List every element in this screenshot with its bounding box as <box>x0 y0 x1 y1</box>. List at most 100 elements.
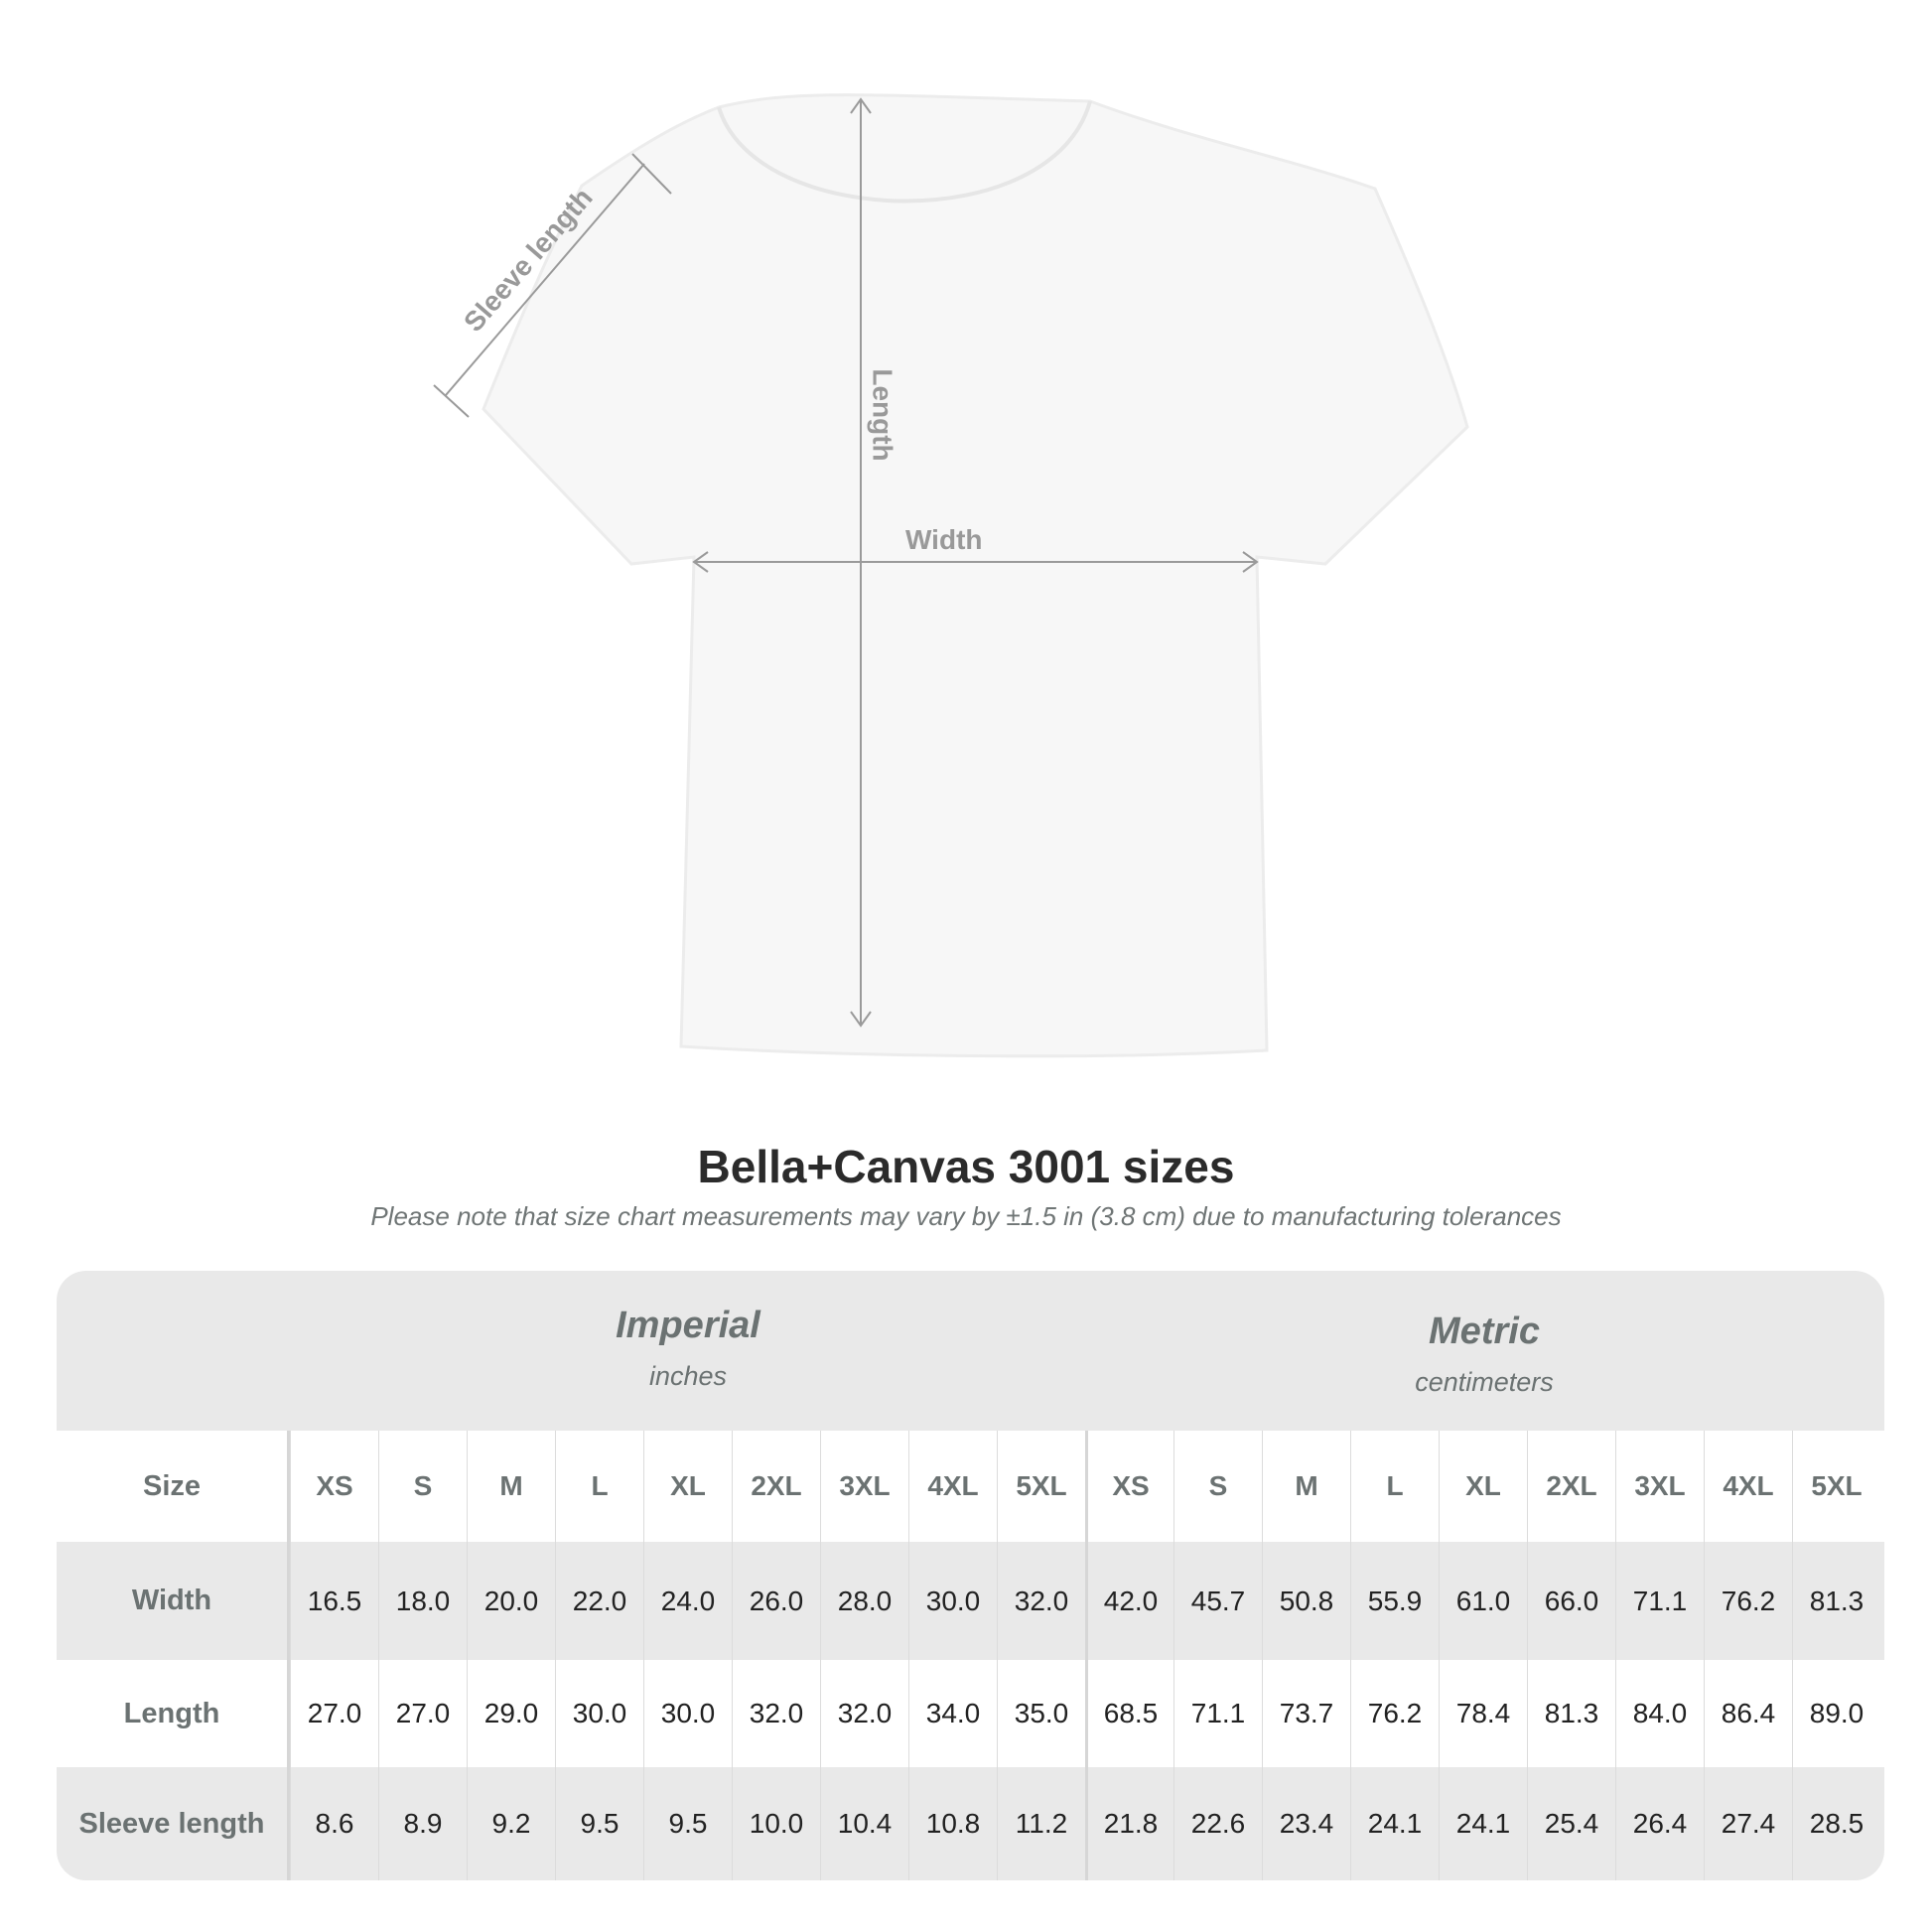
imperial-value: 10.4 <box>820 1767 908 1880</box>
imperial-value: 32.0 <box>997 1542 1085 1660</box>
metric-value: 73.7 <box>1262 1660 1350 1767</box>
metric-value: 25.4 <box>1527 1767 1615 1880</box>
metric-value: 76.2 <box>1350 1660 1439 1767</box>
size-table: Imperial inches Metric centimeters Size X… <box>57 1271 1884 1880</box>
metric-value: 84.0 <box>1615 1660 1704 1767</box>
metric-value: 86.4 <box>1704 1660 1792 1767</box>
metric-value: 78.4 <box>1439 1660 1527 1767</box>
imperial-value: 9.2 <box>467 1767 555 1880</box>
imperial-value: 35.0 <box>997 1660 1085 1767</box>
metric-value: 55.9 <box>1350 1542 1439 1660</box>
metric-size-xl: XL <box>1439 1431 1527 1542</box>
metric-header: Metric centimeters <box>1086 1311 1882 1398</box>
metric-value: 22.6 <box>1173 1767 1262 1880</box>
imperial-value: 9.5 <box>555 1767 643 1880</box>
metric-size-3xl: 3XL <box>1615 1431 1704 1542</box>
metric-size-s: S <box>1173 1431 1262 1542</box>
imperial-size-s: S <box>378 1431 467 1542</box>
imperial-unit: inches <box>648 1361 728 1391</box>
metric-size-4xl: 4XL <box>1704 1431 1792 1542</box>
metric-value: 71.1 <box>1173 1660 1262 1767</box>
imperial-size-5xl: 5XL <box>997 1431 1085 1542</box>
metric-value: 50.8 <box>1262 1542 1350 1660</box>
table-row-length: Length 27.0 27.0 29.0 30.0 30.0 32.0 32.0 34.0 35… <box>57 1660 1884 1767</box>
imperial-value: 30.0 <box>643 1660 732 1767</box>
metric-value: 21.8 <box>1085 1767 1173 1880</box>
row-label: Sleeve length <box>57 1767 290 1880</box>
imperial-value: 22.0 <box>555 1542 643 1660</box>
imperial-value: 24.0 <box>643 1542 732 1660</box>
metric-value: 45.7 <box>1173 1542 1262 1660</box>
metric-size-m: M <box>1262 1431 1350 1542</box>
imperial-value: 32.0 <box>820 1660 908 1767</box>
sleeve-arrow-tick-top <box>631 153 672 195</box>
metric-value: 89.0 <box>1792 1660 1880 1767</box>
metric-value: 28.5 <box>1792 1767 1880 1880</box>
metric-size-xs: XS <box>1085 1431 1173 1542</box>
metric-value: 71.1 <box>1615 1542 1704 1660</box>
imperial-size-2xl: 2XL <box>732 1431 820 1542</box>
imperial-value: 16.5 <box>290 1542 378 1660</box>
metric-unit: centimeters <box>1415 1367 1554 1397</box>
metric-size-l: L <box>1350 1431 1439 1542</box>
imperial-value: 34.0 <box>908 1660 997 1767</box>
imperial-size-4xl: 4XL <box>908 1431 997 1542</box>
sleeve-arrow-tick-bottom <box>433 384 470 418</box>
width-arrow-head-right <box>1242 551 1259 573</box>
imperial-title: Imperial <box>616 1305 760 1346</box>
imperial-value: 26.0 <box>732 1542 820 1660</box>
metric-value: 24.1 <box>1350 1767 1439 1880</box>
width-arrow-head-left <box>692 551 709 573</box>
page-title: Bella+Canvas 3001 sizes <box>697 1141 1235 1192</box>
imperial-value: 10.0 <box>732 1767 820 1880</box>
units-header: Imperial inches Metric centimeters <box>57 1271 1884 1431</box>
width-label: Width <box>905 524 983 555</box>
length-arrow-head-bottom <box>850 1011 872 1028</box>
imperial-value: 11.2 <box>997 1767 1085 1880</box>
metric-title: Metric <box>1429 1311 1540 1352</box>
imperial-value: 30.0 <box>555 1660 643 1767</box>
tshirt-shape <box>482 93 1469 1058</box>
imperial-value: 28.0 <box>820 1542 908 1660</box>
imperial-value: 10.8 <box>908 1767 997 1880</box>
metric-size-5xl: 5XL <box>1792 1431 1880 1542</box>
metric-value: 27.4 <box>1704 1767 1792 1880</box>
imperial-value: 9.5 <box>643 1767 732 1880</box>
imperial-value: 8.6 <box>290 1767 378 1880</box>
imperial-size-xs: XS <box>290 1431 378 1542</box>
metric-value: 61.0 <box>1439 1542 1527 1660</box>
metric-value: 26.4 <box>1615 1767 1704 1880</box>
metric-value: 24.1 <box>1439 1767 1527 1880</box>
imperial-header: Imperial inches <box>290 1305 1086 1392</box>
row-label: Length <box>57 1660 290 1767</box>
metric-value: 68.5 <box>1085 1660 1173 1767</box>
imperial-value: 27.0 <box>290 1660 378 1767</box>
table-row-width: Width 16.5 18.0 20.0 22.0 24.0 26.0 28.0 30.0 32.… <box>57 1542 1884 1660</box>
metric-value: 66.0 <box>1527 1542 1615 1660</box>
tshirt-collar <box>717 100 1092 204</box>
imperial-size-m: M <box>467 1431 555 1542</box>
metric-value: 23.4 <box>1262 1767 1350 1880</box>
imperial-value: 18.0 <box>378 1542 467 1660</box>
metric-value: 42.0 <box>1085 1542 1173 1660</box>
table-row-sleeve-length: Sleeve length 8.6 8.9 9.2 9.5 9.5 10.0 10.4 10.8… <box>57 1767 1884 1880</box>
imperial-size-xl: XL <box>643 1431 732 1542</box>
length-arrow-head-top <box>850 97 872 114</box>
imperial-value: 29.0 <box>467 1660 555 1767</box>
metric-size-2xl: 2XL <box>1527 1431 1615 1542</box>
size-header-row: Size XS S M L XL 2XL 3XL 4XL 5XL XS S M L XL 2XL 3XL 4XL 5… <box>57 1431 1884 1542</box>
imperial-value: 32.0 <box>732 1660 820 1767</box>
size-label: Size <box>57 1431 290 1542</box>
imperial-value: 27.0 <box>378 1660 467 1767</box>
imperial-size-3xl: 3XL <box>820 1431 908 1542</box>
metric-value: 76.2 <box>1704 1542 1792 1660</box>
imperial-value: 8.9 <box>378 1767 467 1880</box>
metric-value: 81.3 <box>1792 1542 1880 1660</box>
length-label: Length <box>867 368 898 462</box>
metric-value: 81.3 <box>1527 1660 1615 1767</box>
imperial-size-l: L <box>555 1431 643 1542</box>
imperial-value: 30.0 <box>908 1542 997 1660</box>
sleeve-arrow <box>445 163 645 396</box>
imperial-value: 20.0 <box>467 1542 555 1660</box>
